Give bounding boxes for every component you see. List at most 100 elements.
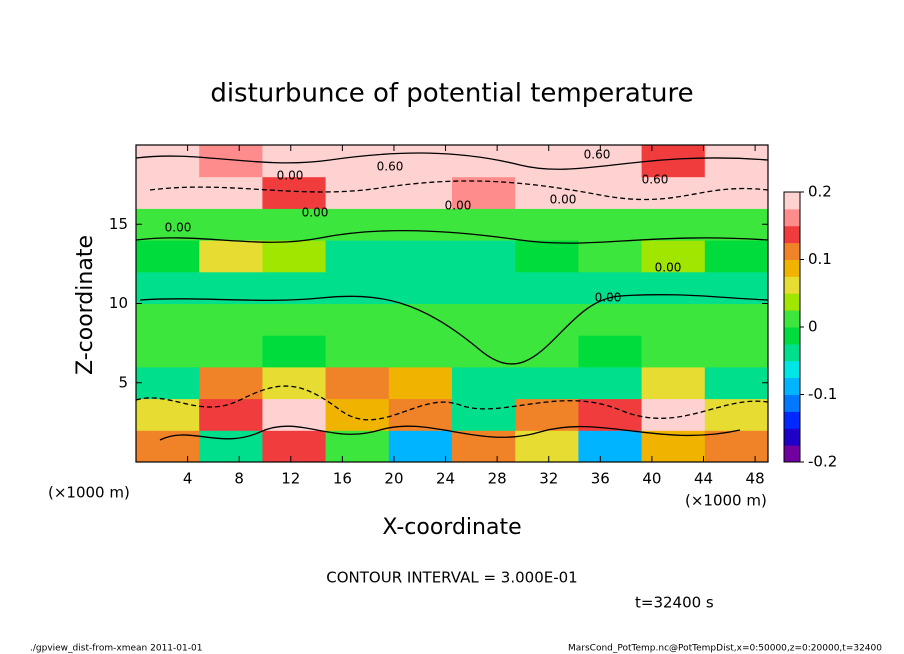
heatmap-cell: [325, 335, 390, 368]
heatmap-cell: [515, 271, 579, 304]
time-label: t=32400 s: [635, 594, 714, 612]
heatmap-cell: [452, 271, 516, 304]
contour-label: 0.60: [642, 173, 669, 187]
contour-lines: [135, 152, 769, 441]
heatmap-cell: [388, 398, 453, 431]
x-tick-label: 44: [694, 470, 713, 488]
heatmap-cell: [578, 271, 643, 304]
heatmap-cell: [262, 303, 327, 336]
heatmap-cell: [388, 303, 453, 336]
colorbar-segment: [784, 360, 800, 379]
heatmap-cell: [641, 335, 706, 368]
heatmap-cell: [452, 335, 516, 368]
x-unit-label: (×1000 m): [685, 492, 767, 510]
colorbar-segment: [784, 343, 800, 362]
colorbar-segment: [784, 445, 800, 463]
x-tick-label: 28: [488, 470, 507, 488]
heatmap-cell: [325, 240, 390, 273]
x-tick-label: 32: [539, 470, 558, 488]
contour-label: 0.60: [377, 160, 404, 174]
colorbar-segment: [784, 259, 800, 277]
colorbar-segment: [784, 242, 800, 260]
heatmap-cell: [325, 303, 390, 336]
heatmap-cell: [388, 208, 453, 241]
x-tick-label: 36: [591, 470, 610, 488]
heatmap-cell: [578, 335, 643, 368]
heatmap-cell: [262, 398, 327, 431]
colorbar-segment: [784, 225, 800, 244]
heatmap-cell: [578, 430, 643, 463]
colorbar-segment: [784, 327, 800, 345]
contour-line: [135, 385, 769, 421]
colorbar-segment: [784, 428, 800, 446]
contour-label: 0.00: [277, 169, 304, 183]
heatmap-cell: [388, 335, 453, 368]
colorbar-tick-label: 0.1: [808, 250, 832, 268]
y-tick-label: 15: [109, 215, 128, 233]
footer-right: MarsCond_PotTemp.nc@PotTempDist,x=0:5000…: [568, 644, 882, 654]
contour-line: [139, 294, 769, 365]
heatmap-cell: [641, 240, 706, 273]
contour-interval: CONTOUR INTERVAL = 3.000E-01: [326, 569, 577, 587]
heatmap-cell: [452, 303, 516, 336]
heatmap-cell: [136, 303, 200, 336]
heatmap-cell: [578, 366, 643, 400]
x-tick-label: 12: [281, 470, 300, 488]
heatmap-cell: [325, 176, 390, 209]
heatmap-cell: [136, 208, 200, 241]
heatmap-cell: [578, 208, 643, 241]
heatmap-cell: [704, 303, 769, 336]
heatmap-cell: [199, 208, 263, 241]
heatmap-cell: [704, 176, 769, 209]
colorbar-segment: [784, 208, 800, 227]
x-tick-label: 24: [436, 470, 455, 488]
heatmap-cell: [515, 303, 579, 336]
colorbar-segment: [784, 293, 800, 311]
heatmap-cell: [388, 145, 453, 178]
heatmap-cell: [515, 176, 579, 209]
contour-label: 0.60: [584, 148, 611, 162]
heatmap-cell: [578, 303, 643, 336]
colorbar-tick-label: -0.1: [808, 385, 837, 403]
heatmap-cell: [136, 240, 200, 273]
heatmap-cell: [515, 240, 579, 273]
heatmap-cell: [136, 398, 200, 431]
x-tick-label: 20: [384, 470, 403, 488]
contour-line: [149, 180, 769, 201]
x-tick-label: 4: [183, 470, 193, 488]
heatmap-cell: [199, 335, 263, 368]
heatmap-cell: [388, 240, 453, 273]
colorbar-segment: [784, 411, 800, 429]
heatmap-cell: [515, 145, 579, 178]
colorbar-segment: [784, 276, 800, 294]
heatmap-cell: [325, 430, 390, 463]
x-unit-label: (×1000 m): [48, 484, 130, 502]
contour-label: 0.00: [655, 261, 682, 275]
heatmap-cell: [388, 271, 453, 304]
heatmap-cell: [641, 303, 706, 336]
colorbar-tick-label: 0: [808, 318, 818, 336]
y-tick-label: 5: [118, 373, 128, 391]
chart-title: disturbunce of potential temperature: [210, 79, 693, 109]
heatmap-cell: [704, 366, 769, 400]
heatmap-cell: [641, 208, 706, 241]
heatmap-cell: [325, 145, 390, 178]
heatmap-cell: [515, 335, 579, 368]
heatmap-cell: [452, 398, 516, 431]
heatmap-cell: [452, 430, 516, 463]
heatmap-cell: [262, 335, 327, 368]
heatmap-cell: [641, 366, 706, 400]
heatmap-cell: [704, 430, 769, 463]
heatmap-cell: [578, 176, 643, 209]
colorbar: -0.2 -0.1 0 0.1 0.2: [783, 183, 837, 471]
colorbar-segment: [784, 192, 800, 210]
x-tick-label: 8: [234, 470, 244, 488]
contour-line: [135, 229, 769, 244]
heatmap-cell: [136, 145, 200, 178]
heatmap: [136, 145, 769, 463]
heatmap-cell: [136, 366, 200, 400]
heatmap-cell: [641, 271, 706, 304]
heatmap-cell: [452, 366, 516, 400]
